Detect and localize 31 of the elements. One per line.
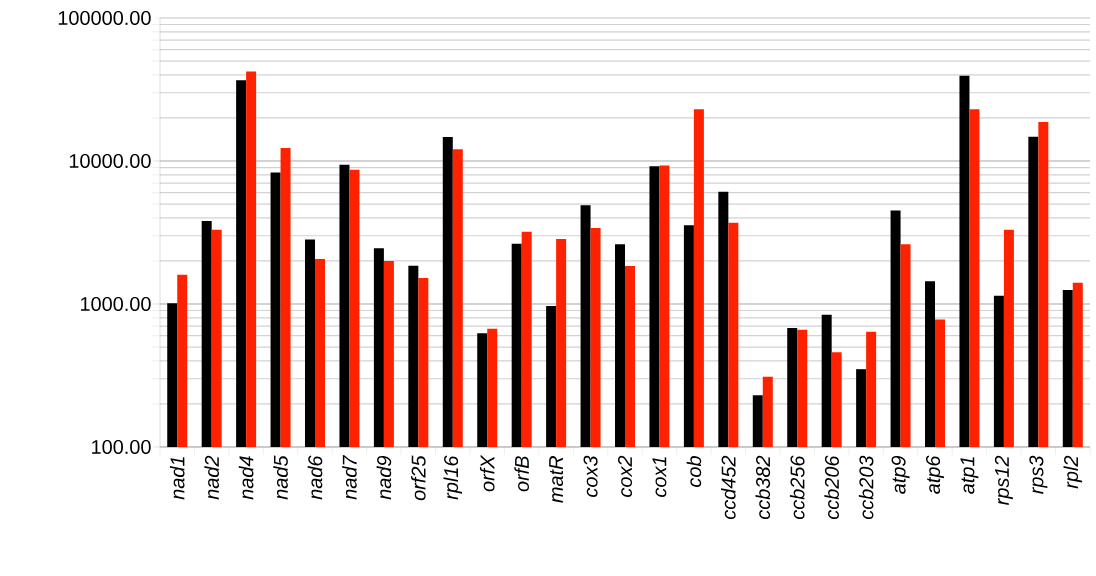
- x-tick-label: nad1: [169, 457, 185, 500]
- y-tick-label: 10000.00: [69, 153, 151, 169]
- x-tick-label: nad7: [342, 454, 357, 500]
- x-tick-label: rps12: [994, 455, 1013, 505]
- x-tick-label: matR: [549, 456, 564, 503]
- x-tick-label: nad5: [273, 455, 288, 500]
- x-tick-label: ccb206: [824, 455, 839, 520]
- x-tick-label: atp9: [891, 455, 910, 494]
- x-tick-label: atp6: [925, 455, 945, 494]
- x-tick-label: rpl16: [443, 455, 463, 500]
- x-tick-label: ccb203: [858, 455, 874, 520]
- y-tick-label: 100000.00: [58, 10, 151, 26]
- x-tick-label: cox1: [652, 457, 667, 497]
- x-tick-label: ccd452: [721, 455, 736, 520]
- y-tick-label: 1000.00: [80, 296, 151, 312]
- x-tick-label: rpl2: [1063, 455, 1083, 489]
- x-tick-label: orfB: [514, 456, 529, 492]
- y-tick-label: 100.00: [92, 439, 151, 455]
- x-tick-label: orf25: [411, 455, 426, 501]
- x-tick-label: ccb382: [755, 455, 771, 520]
- x-tick-label: atp1: [960, 457, 979, 494]
- x-tick-label: cox3: [583, 455, 598, 497]
- x-tick-label: nad6: [307, 455, 323, 500]
- x-tick-label: ccb256: [789, 455, 805, 520]
- x-tick-label: orfX: [479, 454, 495, 492]
- x-tick-label: cox2: [617, 455, 633, 497]
- x-tick-label: rps3: [1029, 455, 1048, 494]
- x-tick-label: cob: [686, 456, 702, 487]
- x-tick-label: nad2: [204, 455, 219, 500]
- x-tick-label: nad9: [376, 455, 392, 500]
- x-tick-label: nad4: [238, 456, 254, 500]
